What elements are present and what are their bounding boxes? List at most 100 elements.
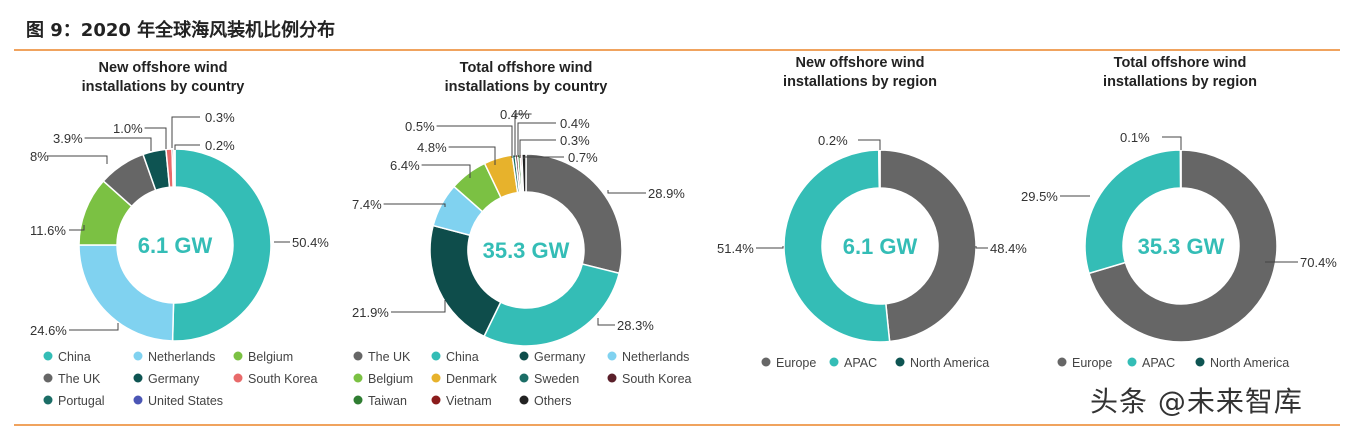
data-label: 11.6%: [30, 223, 66, 238]
leader-line: [69, 323, 119, 331]
leader-line: [519, 139, 556, 158]
legend-swatch: [43, 373, 53, 383]
legend-swatch: [895, 357, 905, 367]
chart-1: New offshore wind installations by countr…: [30, 60, 329, 408]
figure-title: 图 9：2020 年全球海风装机比例分布: [26, 20, 336, 41]
data-label: 0.1%: [1120, 130, 1150, 145]
pie-slice-united-states: [173, 148, 176, 188]
legend-item: Belgium: [248, 350, 293, 364]
pie-slice-north-america: [878, 149, 881, 189]
legend-item: United States: [148, 394, 223, 408]
data-label: 28.3%: [617, 318, 654, 333]
legend-item: North America: [1210, 356, 1289, 370]
legend-swatch: [519, 395, 529, 405]
leader-line: [756, 246, 784, 249]
legend-swatch: [607, 351, 617, 361]
legend-swatch: [519, 351, 529, 361]
legend-item: North America: [910, 356, 989, 370]
data-label: 50.4%: [292, 235, 329, 250]
legend-item: Belgium: [368, 372, 413, 386]
data-label: 70.4%: [1300, 255, 1337, 270]
data-label: 0.7%: [568, 150, 598, 165]
legend-swatch: [133, 395, 143, 405]
pie-slice-north-america: [1179, 149, 1182, 189]
leader-line: [514, 113, 532, 157]
legend-item: Germany: [534, 350, 586, 364]
center-label: 6.1 GW: [138, 233, 213, 258]
legend-item: APAC: [844, 356, 877, 370]
top-rule: [14, 49, 1340, 51]
legend-swatch: [519, 373, 529, 383]
leader-line: [391, 300, 446, 313]
pie-slice-europe: [879, 149, 977, 343]
leader-line: [436, 125, 513, 158]
legend-swatch: [1195, 357, 1205, 367]
data-label: 48.4%: [990, 241, 1027, 256]
legend-swatch: [431, 395, 441, 405]
pie-slice-others: [520, 153, 527, 193]
legend-item: China: [446, 350, 479, 364]
pie-slice-china: [483, 263, 621, 347]
legend-item: South Korea: [622, 372, 692, 386]
data-label: 6.4%: [390, 158, 420, 173]
leader-line: [517, 122, 556, 157]
chart-title-line: New offshore wind: [796, 55, 925, 71]
legend-swatch: [233, 373, 243, 383]
leader-line: [383, 203, 446, 207]
legend-swatch: [133, 351, 143, 361]
leader-line: [84, 137, 152, 151]
legend-item: Taiwan: [368, 394, 407, 408]
legend-item: Denmark: [446, 372, 497, 386]
leader-line: [421, 164, 471, 178]
data-label: 24.6%: [30, 323, 67, 338]
chart-3: New offshore wind installations by region…: [717, 55, 1027, 370]
leader-line: [1162, 136, 1182, 150]
legend-item: APAC: [1142, 356, 1175, 370]
chart-title-line: New offshore wind: [99, 60, 228, 76]
legend-swatch: [43, 395, 53, 405]
pie-slice-netherlands: [78, 244, 175, 342]
leader-line: [523, 156, 564, 159]
leader-line: [171, 116, 200, 148]
chart-4: Total offshore wind installations by regi…: [1021, 55, 1337, 370]
chart-title-line: installations by region: [783, 74, 937, 90]
data-label: 3.9%: [53, 131, 83, 146]
legend-swatch: [607, 373, 617, 383]
leader-line: [448, 146, 496, 165]
chart-title-line: installations by country: [82, 79, 245, 95]
leader-line: [858, 139, 881, 150]
pie-slice-apac: [783, 149, 891, 343]
data-label: 51.4%: [717, 241, 754, 256]
chart-title-line: Total offshore wind: [1114, 55, 1247, 71]
watermark: 头条 @未来智库: [1090, 385, 1303, 418]
leader-line: [144, 127, 167, 149]
leader-line: [46, 155, 108, 164]
legend-swatch: [233, 351, 243, 361]
legend-item: The UK: [58, 372, 101, 386]
chart-title-line: installations by region: [1103, 74, 1257, 90]
legend-item: South Korea: [248, 372, 318, 386]
pie-slice-europe: [1088, 149, 1278, 343]
legend-swatch: [431, 373, 441, 383]
legend-swatch: [1057, 357, 1067, 367]
legend-item: Europe: [1072, 356, 1112, 370]
data-label: 7.4%: [352, 197, 382, 212]
data-label: 29.5%: [1021, 189, 1058, 204]
pie-slice-apac: [1084, 149, 1182, 275]
center-label: 35.3 GW: [483, 238, 570, 263]
leader-line: [69, 225, 85, 231]
legend-item: China: [58, 350, 91, 364]
legend-item: Vietnam: [446, 394, 492, 408]
pie-slice-china: [171, 148, 272, 342]
center-label: 6.1 GW: [843, 234, 918, 259]
legend-swatch: [353, 351, 363, 361]
legend-item: Netherlands: [622, 350, 689, 364]
leader-line: [174, 144, 200, 150]
legend-swatch: [829, 357, 839, 367]
data-label: 0.4%: [560, 116, 590, 131]
data-label: 0.2%: [818, 133, 848, 148]
leader-line: [975, 246, 988, 249]
data-label: 0.2%: [205, 138, 235, 153]
leader-line: [597, 318, 615, 326]
